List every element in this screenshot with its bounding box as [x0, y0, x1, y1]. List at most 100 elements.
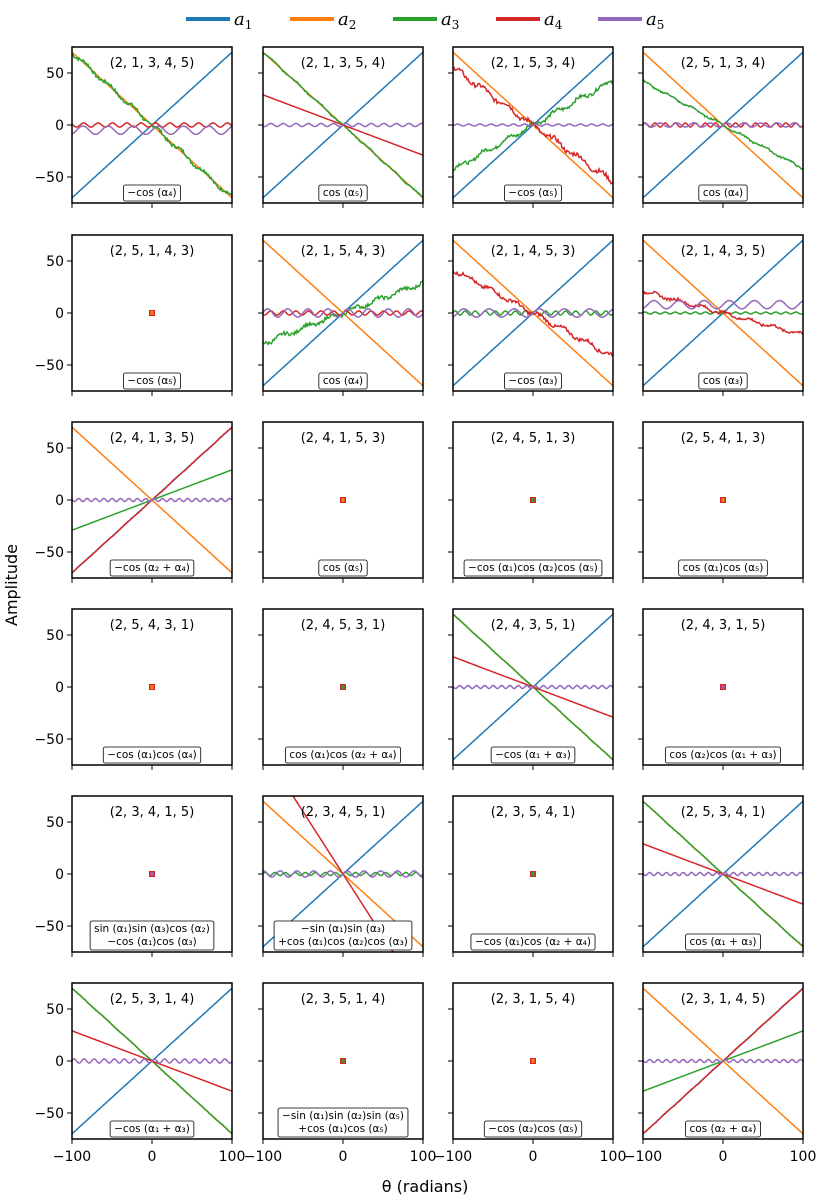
- x-axis-label: θ (radians): [382, 1177, 469, 1196]
- formula-label: −cos (α₁)cos (α₂)cos (α₅): [463, 559, 603, 577]
- series-group: [340, 684, 346, 690]
- formula-box: [504, 372, 562, 390]
- formula-box: [685, 933, 761, 951]
- series-line-a5: [72, 1058, 232, 1064]
- subplot-12: (2, 5, 4, 1, 3) cos (α₁)cos (α₅): [638, 421, 804, 583]
- subplot-9: 50 0 −50 (2, 4, 1, 3, 5) −cos (α₂ + α₄): [34, 421, 233, 583]
- y-axis-label: Amplitude: [2, 544, 21, 626]
- subplot-6: (2, 1, 5, 4, 3) cos (α₄): [258, 234, 424, 396]
- subplot-10: (2, 4, 1, 5, 3) cos (α₅): [258, 421, 424, 583]
- y-tick-label: 50: [46, 254, 64, 270]
- y-tick-label: −50: [34, 732, 64, 748]
- subplot-title: (2, 3, 1, 5, 4): [491, 992, 576, 1007]
- formula-text: cos (α₁)cos (α₅): [683, 562, 764, 574]
- series-group: [72, 51, 232, 199]
- subplot-title: (2, 5, 4, 3, 1): [110, 618, 195, 633]
- center-marker-inner: [150, 311, 154, 315]
- series-line-a5: [643, 871, 803, 877]
- formula-label: cos (α₂)cos (α₁ + α₃): [664, 746, 782, 764]
- formula-text: −cos (α₂ + α₄): [114, 562, 190, 574]
- formula-box: [277, 1107, 409, 1138]
- formula-box: [698, 372, 748, 390]
- subplot-19: (2, 3, 5, 4, 1) −cos (α₁)cos (α₂ + α₄): [448, 795, 614, 957]
- x-tick-label: 0: [339, 1149, 348, 1165]
- series-line-a5: [72, 125, 232, 136]
- formula-box: [504, 184, 562, 202]
- x-tick-label: 100: [600, 1149, 627, 1165]
- formula-label: −cos (α₅): [504, 184, 562, 202]
- subplot-title: (2, 4, 3, 1, 5): [681, 618, 766, 633]
- series-group: [340, 497, 346, 503]
- formula-text: cos (α₁ + α₃): [690, 936, 757, 948]
- formula-box: [109, 559, 195, 577]
- series-line-a5: [453, 123, 613, 127]
- subplot-title: (2, 5, 1, 4, 3): [110, 244, 195, 259]
- formula-label: −cos (α₂ + α₄): [109, 559, 195, 577]
- subplot-title: (2, 3, 5, 4, 1): [491, 805, 576, 820]
- formula-label: cos (α₄): [698, 184, 748, 202]
- x-tick-label: −100: [434, 1149, 472, 1165]
- formula-label: −cos (α₁ + α₃): [109, 1120, 195, 1138]
- formula-label: cos (α₂ + α₄): [685, 1120, 761, 1138]
- series-group: [149, 871, 155, 877]
- series-line-a5: [263, 122, 423, 128]
- formula-text: cos (α₅): [323, 562, 363, 574]
- subplot-title: (2, 5, 3, 1, 4): [110, 992, 195, 1007]
- subplot-title: (2, 1, 3, 5, 4): [301, 56, 386, 71]
- formula-label: −cos (α₄): [123, 184, 181, 202]
- series-group: [72, 426, 232, 574]
- formula-text: −cos (α₂)cos (α₅): [488, 1123, 577, 1135]
- subplot-21: 50 0 −50 −100 0 100 (2, 5, 3, 1, 4) −cos (α₁ + …: [34, 982, 245, 1165]
- subplot-7: (2, 1, 4, 5, 3) −cos (α₃): [448, 234, 614, 396]
- legend-label-a4: a4: [544, 9, 563, 32]
- x-tick-label: 100: [410, 1149, 437, 1165]
- subplot-title: (2, 5, 1, 3, 4): [681, 56, 766, 71]
- formula-label: −sin (α₁)sin (α₂)sin (α₅)+cos (α₁)cos (α…: [277, 1107, 409, 1138]
- y-tick-label: 0: [55, 867, 64, 883]
- series-group: [643, 51, 803, 199]
- formula-label: −cos (α₁ + α₃): [490, 746, 576, 764]
- formula-label: −cos (α₁)cos (α₄): [102, 746, 202, 764]
- formula-text: cos (α₂)cos (α₁ + α₃): [669, 749, 776, 761]
- legend-label-a1: a1: [234, 9, 252, 32]
- formula-text: −cos (α₃): [508, 375, 557, 387]
- subplot-title: (2, 1, 4, 5, 3): [491, 244, 576, 259]
- subplot-title: (2, 3, 4, 1, 5): [110, 805, 195, 820]
- series-group: [530, 1058, 536, 1064]
- series-group: [263, 51, 423, 199]
- subplot-11: (2, 4, 5, 1, 3) −cos (α₁)cos (α₂)cos (α₅): [448, 421, 614, 583]
- subplot-24: −100 0 100 (2, 3, 1, 4, 5) cos (α₂ + α₄): [624, 982, 816, 1165]
- series-line-a5: [263, 870, 423, 878]
- subplot-title: (2, 1, 3, 4, 5): [110, 56, 195, 71]
- subplot-title: (2, 3, 1, 4, 5): [681, 992, 766, 1007]
- series-group: [530, 871, 536, 877]
- subplot-14: (2, 4, 5, 3, 1) cos (α₁)cos (α₂ + α₄): [258, 608, 424, 770]
- formula-box: [109, 1120, 195, 1138]
- center-marker-inner: [341, 1059, 345, 1063]
- formula-text: −cos (α₅): [127, 375, 176, 387]
- subplot-title: (2, 1, 4, 3, 5): [681, 244, 766, 259]
- subplot-23: −100 0 100 (2, 3, 1, 5, 4) −cos (α₂)cos (α₅): [434, 982, 627, 1165]
- formula-label: cos (α₃): [698, 372, 748, 390]
- formula-box: [463, 559, 603, 577]
- formula-box: [123, 184, 181, 202]
- formula-text: cos (α₁)cos (α₂ + α₄): [289, 749, 396, 761]
- y-tick-label: 50: [46, 1002, 64, 1018]
- center-marker-inner: [531, 498, 535, 502]
- subplot-title: (2, 4, 1, 3, 5): [110, 431, 195, 446]
- series-line-a5: [72, 497, 232, 503]
- x-tick-label: 0: [529, 1149, 538, 1165]
- y-tick-label: 0: [55, 1054, 64, 1070]
- formula-text: −cos (α₁)cos (α₂ + α₄): [475, 936, 591, 948]
- center-marker-inner: [721, 685, 725, 689]
- center-marker-inner: [341, 498, 345, 502]
- formula-box: [89, 920, 215, 951]
- formula-label: cos (α₁)cos (α₂ + α₄): [284, 746, 402, 764]
- formula-text: +cos (α₁)cos (α₂)cos (α₃): [278, 936, 408, 948]
- y-tick-label: −50: [34, 919, 64, 935]
- center-marker-inner: [531, 872, 535, 876]
- y-tick-label: −50: [34, 358, 64, 374]
- series-line-a5: [643, 1058, 803, 1064]
- x-tick-label: 0: [719, 1149, 728, 1165]
- subplot-2: (2, 1, 3, 5, 4) cos (α₅): [258, 46, 424, 208]
